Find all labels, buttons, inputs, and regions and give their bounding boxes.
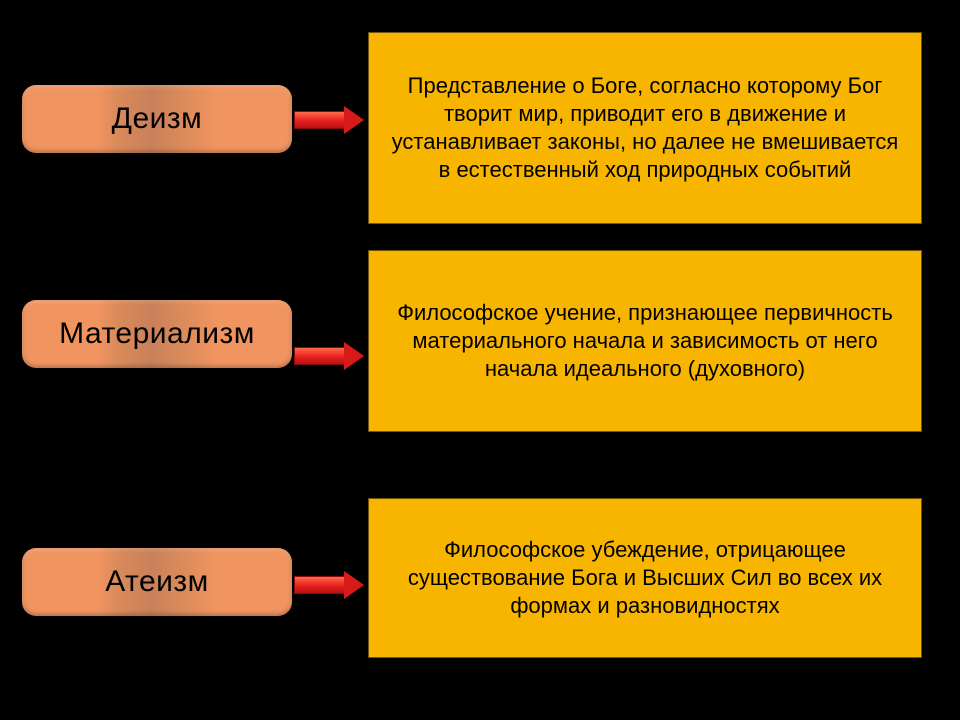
term-box-atheism: Атеизм	[22, 548, 292, 616]
definition-box-deism: Представление о Боге, согласно которому …	[368, 32, 922, 224]
definition-box-atheism: Философское убеждение, отрицающее сущест…	[368, 498, 922, 658]
arrow-shaft	[294, 576, 344, 594]
term-label: Деизм	[112, 102, 203, 136]
definition-text: Философское убеждение, отрицающее сущест…	[385, 536, 905, 620]
term-box-materialism: Материализм	[22, 300, 292, 368]
term-label: Материализм	[59, 317, 255, 351]
arrow-icon	[294, 573, 364, 597]
arrow-shaft	[294, 111, 344, 129]
arrow-icon	[294, 108, 364, 132]
arrow-head	[344, 342, 364, 370]
arrow-head	[344, 106, 364, 134]
definition-text: Представление о Боге, согласно которому …	[385, 72, 905, 185]
term-label: Атеизм	[105, 565, 209, 599]
arrow-shaft	[294, 347, 344, 365]
definition-box-materialism: Философское учение, признающее первичнос…	[368, 250, 922, 432]
term-box-deism: Деизм	[22, 85, 292, 153]
definition-text: Философское учение, признающее первичнос…	[385, 299, 905, 383]
arrow-head	[344, 571, 364, 599]
arrow-icon	[294, 344, 364, 368]
